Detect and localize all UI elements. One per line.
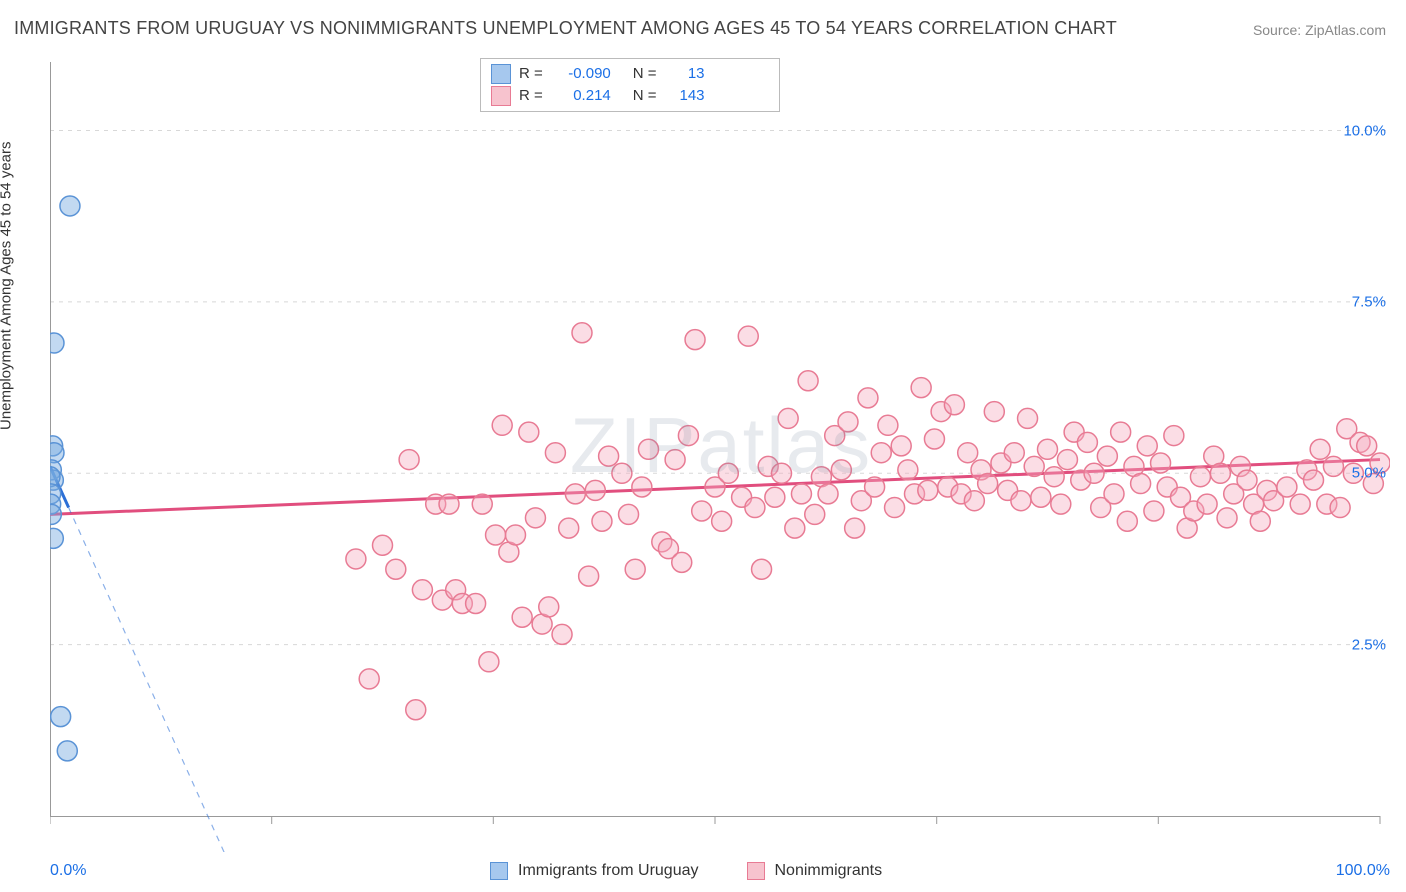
r-label: R =	[519, 63, 543, 85]
x-axis-min-label: 0.0%	[50, 862, 86, 880]
correlation-legend: R = -0.090 N = 13 R = 0.214 N = 143	[480, 58, 780, 112]
legend-item-nonimmigrants: Nonimmigrants	[747, 862, 883, 880]
legend-row-nonimmigrants: R = 0.214 N = 143	[491, 85, 769, 107]
r-value: 0.214	[551, 85, 611, 107]
y-tick-label: 10.0%	[1343, 122, 1386, 139]
legend-item-immigrants: Immigrants from Uruguay	[490, 862, 699, 880]
legend-label: Nonimmigrants	[775, 862, 883, 880]
legend-row-immigrants: R = -0.090 N = 13	[491, 63, 769, 85]
legend-label: Immigrants from Uruguay	[518, 862, 699, 880]
r-value: -0.090	[551, 63, 611, 85]
y-tick-label: 5.0%	[1352, 465, 1386, 482]
r-label: R =	[519, 85, 543, 107]
chart-title: IMMIGRANTS FROM URUGUAY VS NONIMMIGRANTS…	[14, 18, 1117, 39]
x-axis-max-label: 100.0%	[1336, 862, 1390, 880]
y-axis-label: Unemployment Among Ages 45 to 54 years	[0, 141, 15, 430]
chart-svg	[50, 52, 1390, 852]
n-label: N =	[633, 85, 657, 107]
scatter-plot	[50, 52, 1390, 852]
source-label: Source: ZipAtlas.com	[1253, 22, 1386, 38]
y-tick-label: 7.5%	[1352, 293, 1386, 310]
swatch-icon	[747, 862, 765, 880]
series-legend: Immigrants from Uruguay Nonimmigrants	[490, 862, 882, 880]
swatch-icon	[490, 862, 508, 880]
n-label: N =	[633, 63, 657, 85]
swatch-icon	[491, 64, 511, 84]
n-value: 143	[665, 85, 705, 107]
n-value: 13	[665, 63, 705, 85]
swatch-icon	[491, 86, 511, 106]
y-tick-label: 2.5%	[1352, 636, 1386, 653]
